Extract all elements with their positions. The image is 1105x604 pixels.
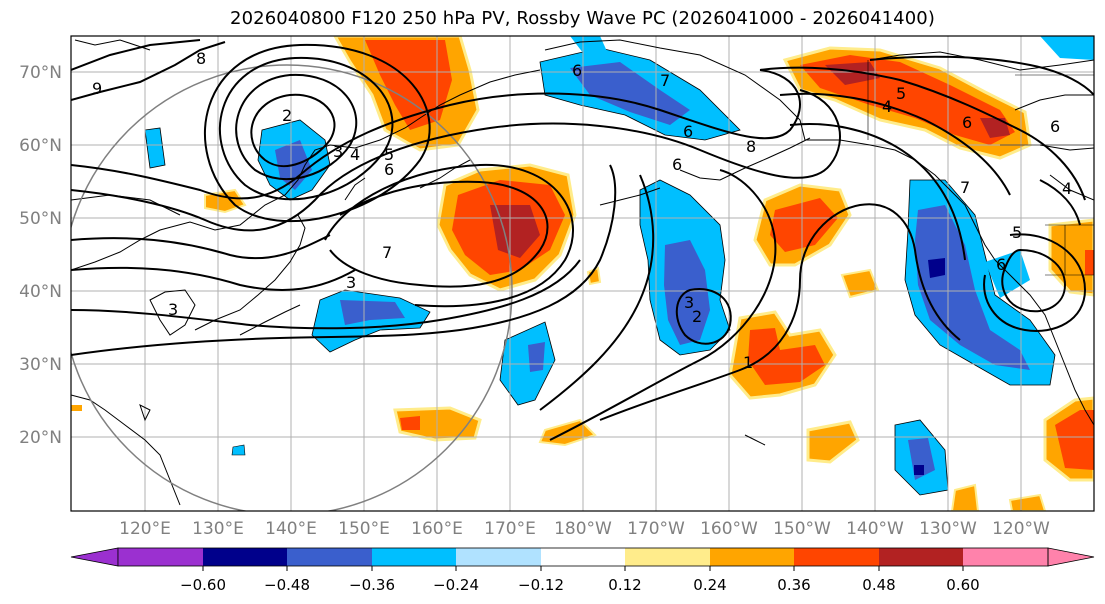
lon-label: 170°E (484, 519, 536, 539)
lat-label: 60°N (19, 136, 62, 156)
contour-label: 4 (882, 97, 892, 116)
lon-label: 120°E (119, 519, 171, 539)
colorbar-segment (287, 548, 372, 566)
colorbar-segment (710, 548, 794, 566)
contour-label: 6 (572, 61, 582, 80)
colorbar-segment (541, 548, 625, 566)
contour-label: 6 (996, 255, 1006, 274)
contour-label: 4 (1062, 179, 1072, 198)
colorbar-segment (625, 548, 710, 566)
lon-label: 170°W (627, 519, 685, 539)
colorbar-tick: −0.36 (349, 576, 395, 594)
contour-label: 7 (382, 243, 392, 262)
colorbar-tick: −0.24 (433, 576, 479, 594)
colorbar-extend-low (70, 547, 119, 567)
lat-label: 20°N (19, 428, 62, 448)
lon-label: 180°W (554, 519, 612, 539)
contour-label: 6 (384, 160, 394, 179)
contour-label: 6 (1050, 117, 1060, 136)
contour-label: 2 (692, 307, 702, 326)
colorbar-segment (456, 548, 541, 566)
lat-label: 40°N (19, 282, 62, 302)
contour-label: 1 (743, 353, 753, 372)
contour-label: 8 (196, 49, 206, 68)
longitude-labels: 120°E 130°E 140°E 150°E 160°E 170°E 180°… (119, 519, 1050, 539)
colorbar-segment (203, 548, 287, 566)
contour-label: 3 (168, 300, 178, 319)
lon-label: 160°W (700, 519, 758, 539)
colorbar-tick: 0.12 (608, 576, 641, 594)
colorbar-tick: 0.60 (946, 576, 979, 594)
range-circle (71, 64, 513, 511)
contour-label: 6 (672, 155, 682, 174)
contour-label: 4 (350, 145, 360, 164)
contour-label: 5 (896, 84, 906, 103)
contour-label: 6 (683, 122, 693, 141)
colorbar-tick: 0.24 (693, 576, 726, 594)
colorbar-extend-high (1047, 547, 1095, 567)
lat-label: 30°N (19, 355, 62, 375)
contour-label: 5 (1012, 223, 1022, 242)
map-frame (70, 35, 1095, 512)
contour-labels: 9 8 2 3 4 5 6 6 6 7 3 3 3 2 1 7 6 8 7 4 … (92, 49, 1072, 372)
contour-label: 7 (960, 178, 970, 197)
gridlines (71, 36, 1094, 511)
lon-label: 150°W (773, 519, 831, 539)
contour-label: 5 (384, 145, 394, 164)
contour-label: 6 (962, 113, 972, 132)
colorbar-tick: 0.48 (862, 576, 895, 594)
colorbar-tick: −0.12 (518, 576, 564, 594)
colorbar-segment (372, 548, 456, 566)
latitude-labels: 70°N 60°N 50°N 40°N 30°N 20°N (19, 63, 62, 448)
contour-label: 3 (333, 142, 343, 161)
lon-label: 140°W (846, 519, 904, 539)
colorbar-segment (794, 548, 879, 566)
lon-label: 140°E (265, 519, 317, 539)
lat-label: 70°N (19, 63, 62, 83)
colorbar-tick: −0.60 (180, 576, 226, 594)
map-title: 2026040800 F120 250 hPa PV, Rossby Wave … (230, 8, 935, 29)
contour-label: 3 (684, 293, 694, 312)
colorbar-tick: −0.48 (264, 576, 310, 594)
lon-label: 150°E (338, 519, 390, 539)
colorbar-segment (118, 548, 203, 566)
contour-label: 9 (92, 79, 102, 98)
lon-label: 130°W (919, 519, 977, 539)
contour-label: 8 (746, 137, 756, 156)
contour-label: 3 (346, 273, 356, 292)
lon-label: 160°E (411, 519, 463, 539)
colorbar: −0.60 −0.48 −0.36 −0.24 −0.12 0.12 0.24 … (70, 547, 1095, 594)
colorbar-segment (963, 548, 1048, 566)
lon-label: 120°W (992, 519, 1050, 539)
pv-contours (71, 39, 1094, 441)
colorbar-tick: 0.36 (777, 576, 810, 594)
lat-label: 50°N (19, 209, 62, 229)
contour-label: 2 (282, 106, 292, 125)
colorbar-segment (879, 548, 963, 566)
coastlines (71, 39, 1094, 506)
lon-label: 130°E (192, 519, 244, 539)
contour-label: 7 (660, 71, 670, 90)
